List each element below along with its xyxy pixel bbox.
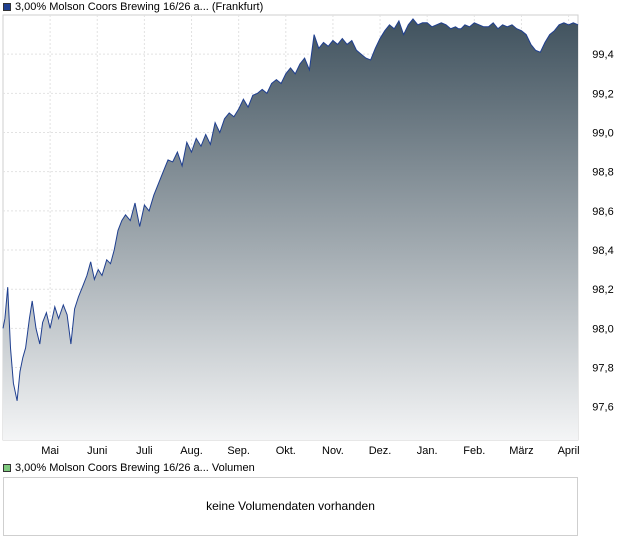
x-tick-label: März bbox=[509, 445, 533, 457]
y-tick-label: 98,8 bbox=[592, 167, 613, 179]
volume-chart-panel: keine Volumendaten vorhanden bbox=[3, 477, 578, 536]
volume-series-name: 3,00% Molson Coors Brewing 16/26 a... bbox=[15, 462, 209, 474]
y-tick-label: 97,6 bbox=[592, 402, 613, 414]
y-tick-label: 98,0 bbox=[592, 323, 613, 335]
price-series-name: 3,00% Molson Coors Brewing 16/26 a... bbox=[15, 1, 209, 13]
x-tick-label: April bbox=[558, 445, 580, 457]
x-tick-label: Nov. bbox=[322, 445, 344, 457]
y-tick-label: 98,2 bbox=[592, 284, 613, 296]
x-tick-label: Aug. bbox=[180, 445, 203, 457]
price-series-swatch bbox=[3, 3, 11, 11]
x-tick-label: Sep. bbox=[227, 445, 250, 457]
volume-chart-legend: 3,00% Molson Coors Brewing 16/26 a... Vo… bbox=[3, 461, 255, 475]
price-area bbox=[3, 18, 578, 441]
price-line bbox=[2, 18, 579, 401]
no-volume-message: keine Volumendaten vorhanden bbox=[206, 499, 375, 513]
volume-suffix-label: Volumen bbox=[211, 462, 255, 474]
price-exchange-label: (Frankfurt) bbox=[211, 1, 264, 13]
y-tick-label: 97,8 bbox=[592, 363, 613, 375]
x-tick-label: Okt. bbox=[276, 445, 296, 457]
x-tick-label: Juni bbox=[87, 445, 107, 457]
x-tick-label: Mai bbox=[41, 445, 59, 457]
y-tick-label: 99,0 bbox=[592, 128, 613, 140]
price-chart-legend: 3,00% Molson Coors Brewing 16/26 a... (F… bbox=[3, 0, 263, 14]
x-tick-label: Jan. bbox=[417, 445, 438, 457]
price-chart: 97,6 97,8 98,0 98,2 98,4 98,6 98,8 99,0 99,2 99,4… bbox=[2, 14, 614, 457]
x-tick-label: Juli bbox=[136, 445, 153, 457]
y-tick-label: 99,4 bbox=[592, 49, 613, 61]
volume-series-swatch bbox=[3, 464, 11, 472]
x-tick-label: Feb. bbox=[463, 445, 485, 457]
x-tick-label: Dez. bbox=[369, 445, 392, 457]
y-tick-label: 99,2 bbox=[592, 88, 613, 100]
y-tick-label: 98,6 bbox=[592, 206, 613, 218]
y-tick-label: 98,4 bbox=[592, 245, 613, 257]
